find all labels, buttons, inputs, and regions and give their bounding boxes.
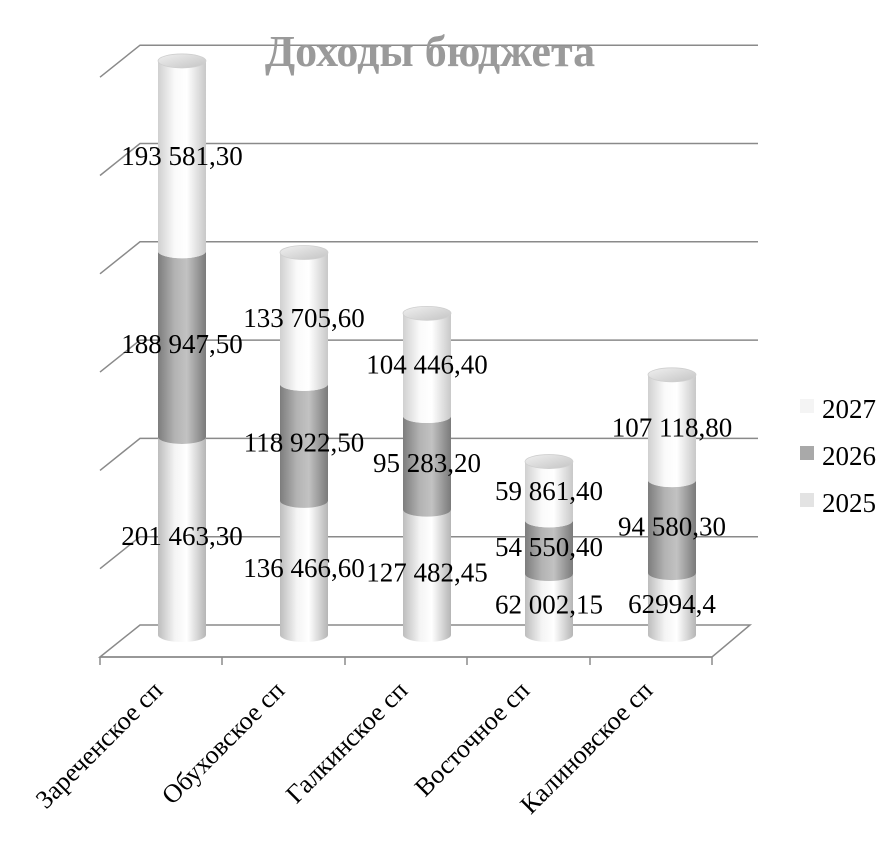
bar-segment-2026 bbox=[158, 251, 206, 444]
data-labels: 201 463,30 188 947,50 193 581,30 136 466,60… bbox=[121, 141, 732, 619]
legend-label-2026: 2026 bbox=[822, 441, 876, 471]
chart-title: Доходы бюджета bbox=[265, 27, 595, 76]
bar-segment-2027 bbox=[280, 252, 328, 391]
gridline bbox=[99, 44, 758, 78]
data-label-2026: 94 580,30 bbox=[618, 512, 726, 542]
data-label-2027: 133 705,60 bbox=[243, 303, 365, 333]
bar-top-cap bbox=[402, 305, 452, 321]
bar-top-cap bbox=[524, 454, 574, 469]
data-label-2027: 59 861,40 bbox=[495, 476, 603, 506]
data-label-2027: 104 446,40 bbox=[366, 350, 488, 380]
data-label-2025: 127 482,45 bbox=[366, 557, 488, 587]
data-label-2027: 107 118,80 bbox=[612, 412, 733, 442]
legend-swatch-2025 bbox=[800, 493, 814, 507]
data-label-2026: 95 283,20 bbox=[373, 448, 481, 478]
bar-top-cap bbox=[279, 245, 329, 260]
gridline bbox=[99, 339, 758, 373]
legend-label-2027: 2027 bbox=[822, 394, 876, 424]
data-label-2025: 62 002,15 bbox=[495, 590, 603, 620]
bar-segment-2025 bbox=[525, 574, 573, 642]
bar-top-cap bbox=[157, 53, 207, 69]
bar-segment-2026 bbox=[280, 383, 328, 508]
x-tick-label: Обуховское сп bbox=[156, 676, 290, 810]
bar-segment-2027 bbox=[403, 313, 451, 424]
bar-segment-2026 bbox=[648, 480, 696, 581]
gridline bbox=[99, 241, 758, 275]
data-label-2026: 188 947,50 bbox=[121, 329, 243, 359]
bar-segment-2027 bbox=[648, 374, 696, 488]
gridline bbox=[99, 437, 758, 471]
x-tick-label: Галкинское сп bbox=[280, 676, 413, 809]
legend-label-2025: 2025 bbox=[822, 488, 876, 518]
bar-segment-2026 bbox=[403, 416, 451, 517]
bar-segment-2027 bbox=[158, 60, 206, 259]
bar-segment-2025 bbox=[403, 509, 451, 642]
x-tick-label: Калиновское сп bbox=[514, 676, 658, 820]
data-label-2026: 118 922,50 bbox=[244, 427, 365, 457]
data-label-2025: 136 466,60 bbox=[243, 553, 365, 583]
data-label-2026: 54 550,40 bbox=[495, 532, 603, 562]
legend-swatch-2026 bbox=[800, 446, 814, 460]
legend: 2027 2026 2025 bbox=[800, 394, 876, 518]
bar-segment-2025 bbox=[280, 500, 328, 642]
gridline bbox=[99, 142, 758, 177]
bar-segment-2026 bbox=[525, 520, 573, 582]
bar-segment-2025 bbox=[158, 436, 206, 642]
bar-segment-2025 bbox=[648, 573, 696, 642]
x-tick-label: Зареченское сп bbox=[30, 676, 168, 814]
data-label-2027: 193 581,30 bbox=[121, 141, 243, 171]
x-tick-label: Восточное сп bbox=[409, 676, 535, 802]
data-label-2025: 62994,4 bbox=[628, 589, 716, 619]
legend-swatch-2027 bbox=[800, 399, 814, 413]
bar-stack-group bbox=[157, 53, 697, 642]
bar-top-cap bbox=[647, 367, 697, 383]
data-label-2025: 201 463,30 bbox=[121, 521, 243, 551]
bar-segment-2027 bbox=[525, 461, 573, 528]
